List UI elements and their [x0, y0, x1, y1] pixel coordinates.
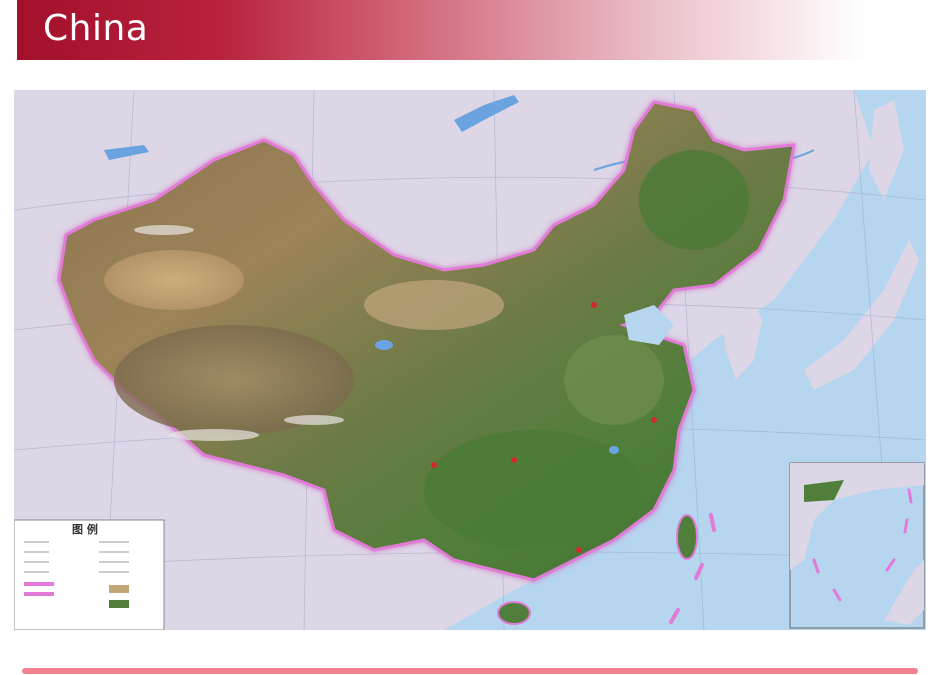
- south-china-sea-inset: [789, 462, 925, 629]
- poyang-lake: [609, 446, 619, 454]
- taklamakan-desert: [104, 250, 244, 310]
- map-legend: 图 例: [14, 519, 165, 630]
- maritime-boundary-dashes: [669, 513, 716, 624]
- legend-forest-swatch: [109, 600, 129, 608]
- tibetan-plateau: [114, 325, 354, 435]
- qinghai-lake: [375, 340, 393, 350]
- lake-baikal: [454, 95, 519, 132]
- lake-balkhash: [104, 145, 149, 160]
- korea-peninsula: [719, 290, 762, 380]
- legend-border-swatch-2: [24, 592, 54, 596]
- slide-title: China: [43, 8, 149, 49]
- map-graphic: 图 例: [14, 90, 926, 630]
- gobi-desert: [364, 280, 504, 330]
- sakhalin: [869, 100, 904, 200]
- legend-heading: 图 例: [72, 522, 98, 536]
- china-map: 图 例: [14, 90, 926, 630]
- legend-border-swatch: [24, 582, 54, 586]
- city-markers: [431, 302, 657, 553]
- hainan-island: [497, 601, 531, 625]
- bohai-sea: [624, 305, 674, 345]
- footer-accent-line: [22, 668, 918, 674]
- snow-ridges: [134, 225, 344, 441]
- north-china-plain: [564, 335, 664, 425]
- legend-entries: [24, 541, 129, 573]
- northeast-forest: [639, 150, 749, 250]
- title-bar: China: [17, 0, 940, 60]
- japan-islands: [804, 240, 919, 390]
- taiwan-island: [676, 514, 698, 560]
- legend-terrain-swatch: [109, 585, 129, 593]
- southern-green: [424, 430, 644, 550]
